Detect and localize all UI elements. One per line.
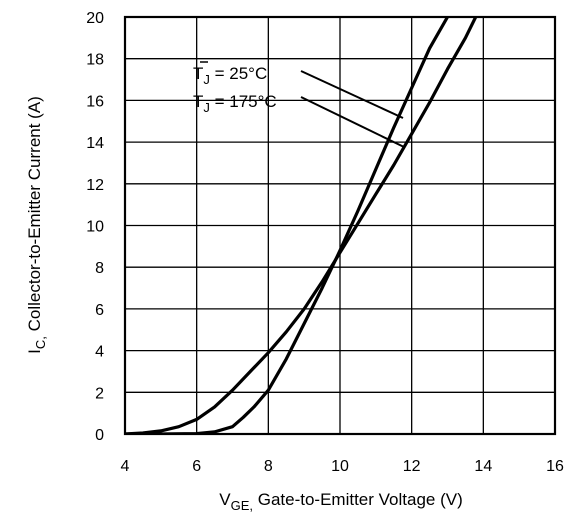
y-axis-title: IC, Collector-to-Emitter Current (A) — [25, 96, 48, 354]
series-label-25c: TJ = 25°C — [193, 64, 267, 87]
leader-line-175c — [300, 96, 405, 148]
x-tick-label-14: 14 — [474, 458, 492, 475]
y-tick-label-20: 20 — [86, 10, 104, 27]
y-tick-label-0: 0 — [95, 427, 104, 444]
x-tick-label-6: 6 — [192, 458, 201, 475]
y-tick-label-8: 8 — [95, 260, 104, 277]
series-line-25c — [125, 17, 450, 434]
y-tick-label-2: 2 — [95, 385, 104, 402]
leader-line-25c — [300, 70, 404, 119]
plot-area-frame — [123, 15, 557, 436]
y-tick-labels: 0 2 4 6 8 10 12 14 16 18 20 — [86, 10, 104, 444]
x-axis-title: VGE, Gate-to-Emitter Voltage (V) — [219, 490, 463, 513]
y-tick-label-10: 10 — [86, 219, 104, 236]
y-tick-label-16: 16 — [86, 93, 104, 110]
x-tick-label-4: 4 — [121, 458, 130, 475]
y-tick-label-4: 4 — [95, 344, 104, 361]
x-tick-labels: 4 6 8 10 12 14 16 — [121, 458, 564, 475]
series-line-175c — [125, 17, 478, 434]
x-tick-label-10: 10 — [331, 458, 349, 475]
x-tick-label-8: 8 — [264, 458, 273, 475]
y-tick-label-12: 12 — [86, 177, 104, 194]
y-tick-label-14: 14 — [86, 135, 104, 152]
series-label-175c: TJ = 175°C — [193, 92, 277, 115]
x-tick-label-16: 16 — [546, 458, 564, 475]
y-tick-label-18: 18 — [86, 52, 104, 69]
grid-lines — [125, 17, 555, 434]
y-tick-label-6: 6 — [95, 302, 104, 319]
series-layer — [125, 17, 478, 434]
x-tick-label-12: 12 — [403, 458, 421, 475]
